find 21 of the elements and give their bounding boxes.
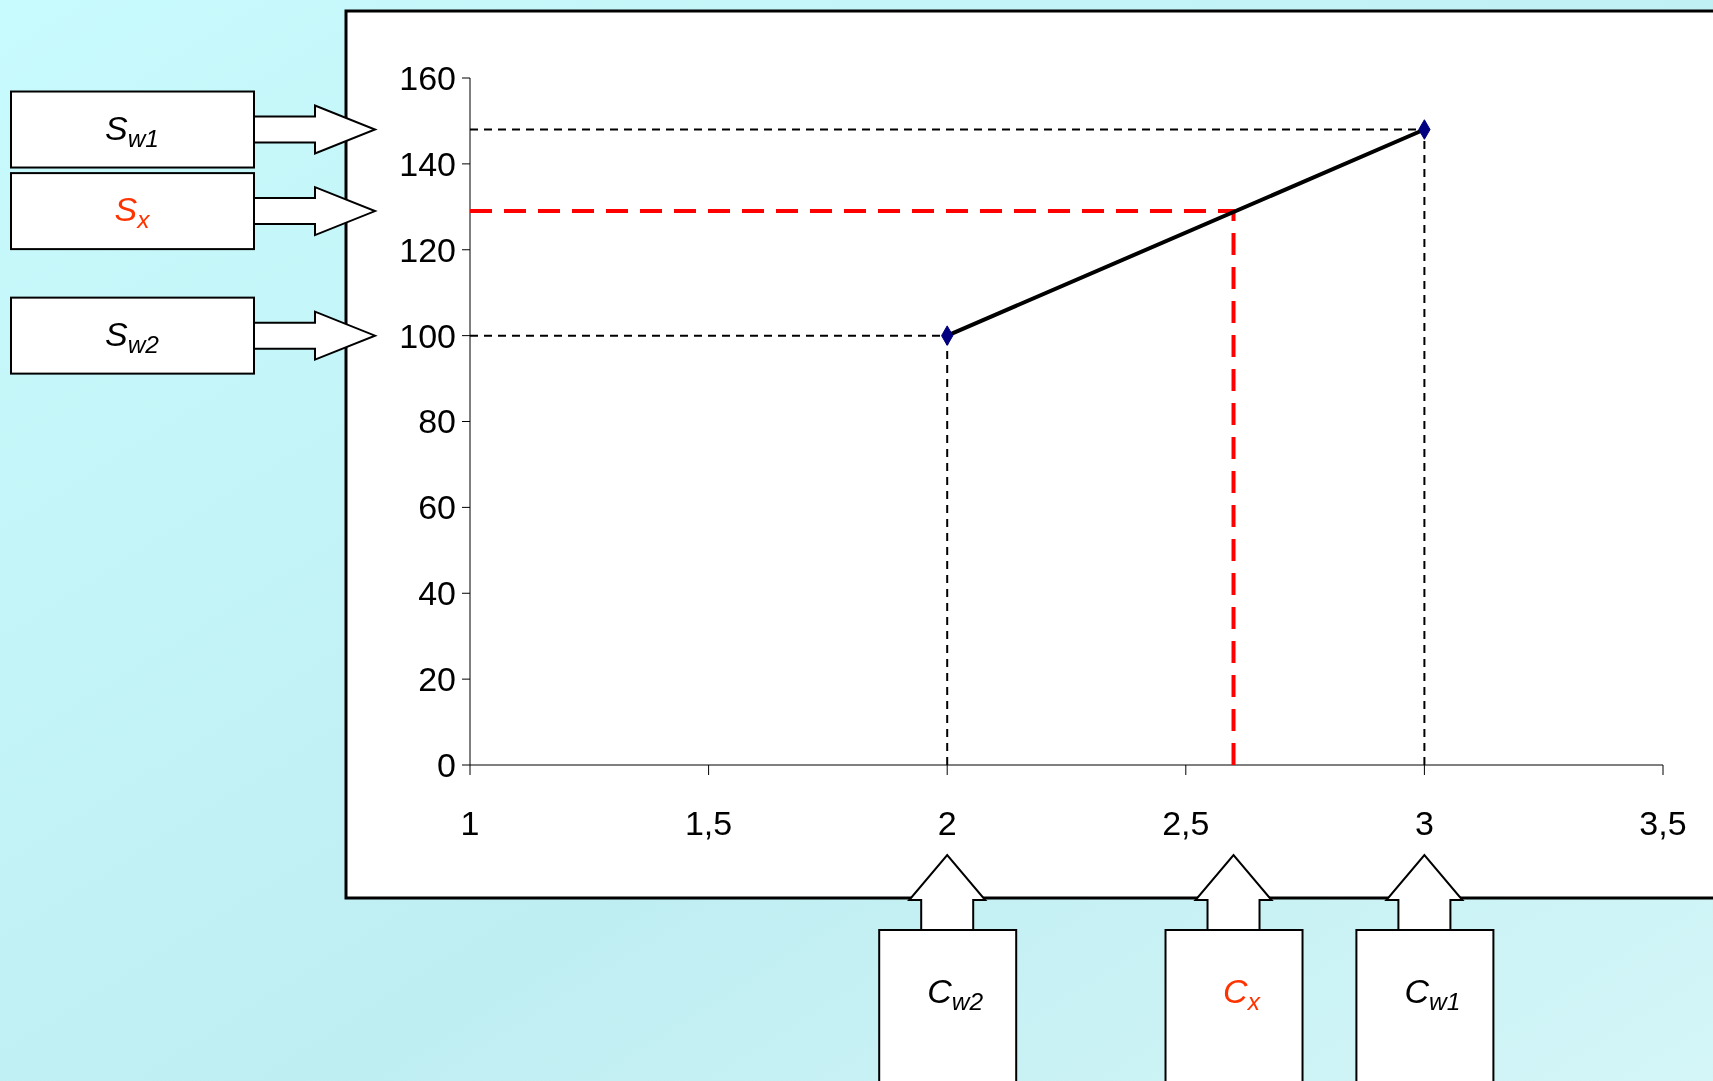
text: S$_{w2}$: [105, 314, 160, 358]
y-tick-label: 100: [399, 316, 456, 355]
y-tick-label: 80: [418, 402, 456, 441]
y-tick-label: 60: [418, 488, 456, 527]
y-tick-label: 0: [437, 745, 456, 784]
y-tick-label: 160: [399, 58, 456, 97]
y-tick-label: 20: [418, 660, 456, 699]
x-tick-label: 3: [1414, 804, 1434, 842]
y-tick-label: 120: [399, 230, 456, 269]
text: S$_{x}$: [114, 190, 151, 234]
y-tick-label: 140: [399, 144, 456, 183]
text: C$_{w2}$: [927, 972, 984, 1016]
y-tick-label: 40: [418, 574, 456, 613]
text: S$_{w1}$: [105, 108, 159, 152]
x-tick-label: 2: [937, 804, 957, 842]
text: C$_{x}$: [1223, 972, 1261, 1016]
x-tick-label: 2,5: [1162, 804, 1210, 842]
x-tick-label: 1,5: [684, 804, 733, 842]
text: C$_{w1}$: [1404, 972, 1461, 1016]
x-tick-label: 1: [460, 804, 480, 842]
x-tick-label: 3,5: [1639, 804, 1687, 842]
